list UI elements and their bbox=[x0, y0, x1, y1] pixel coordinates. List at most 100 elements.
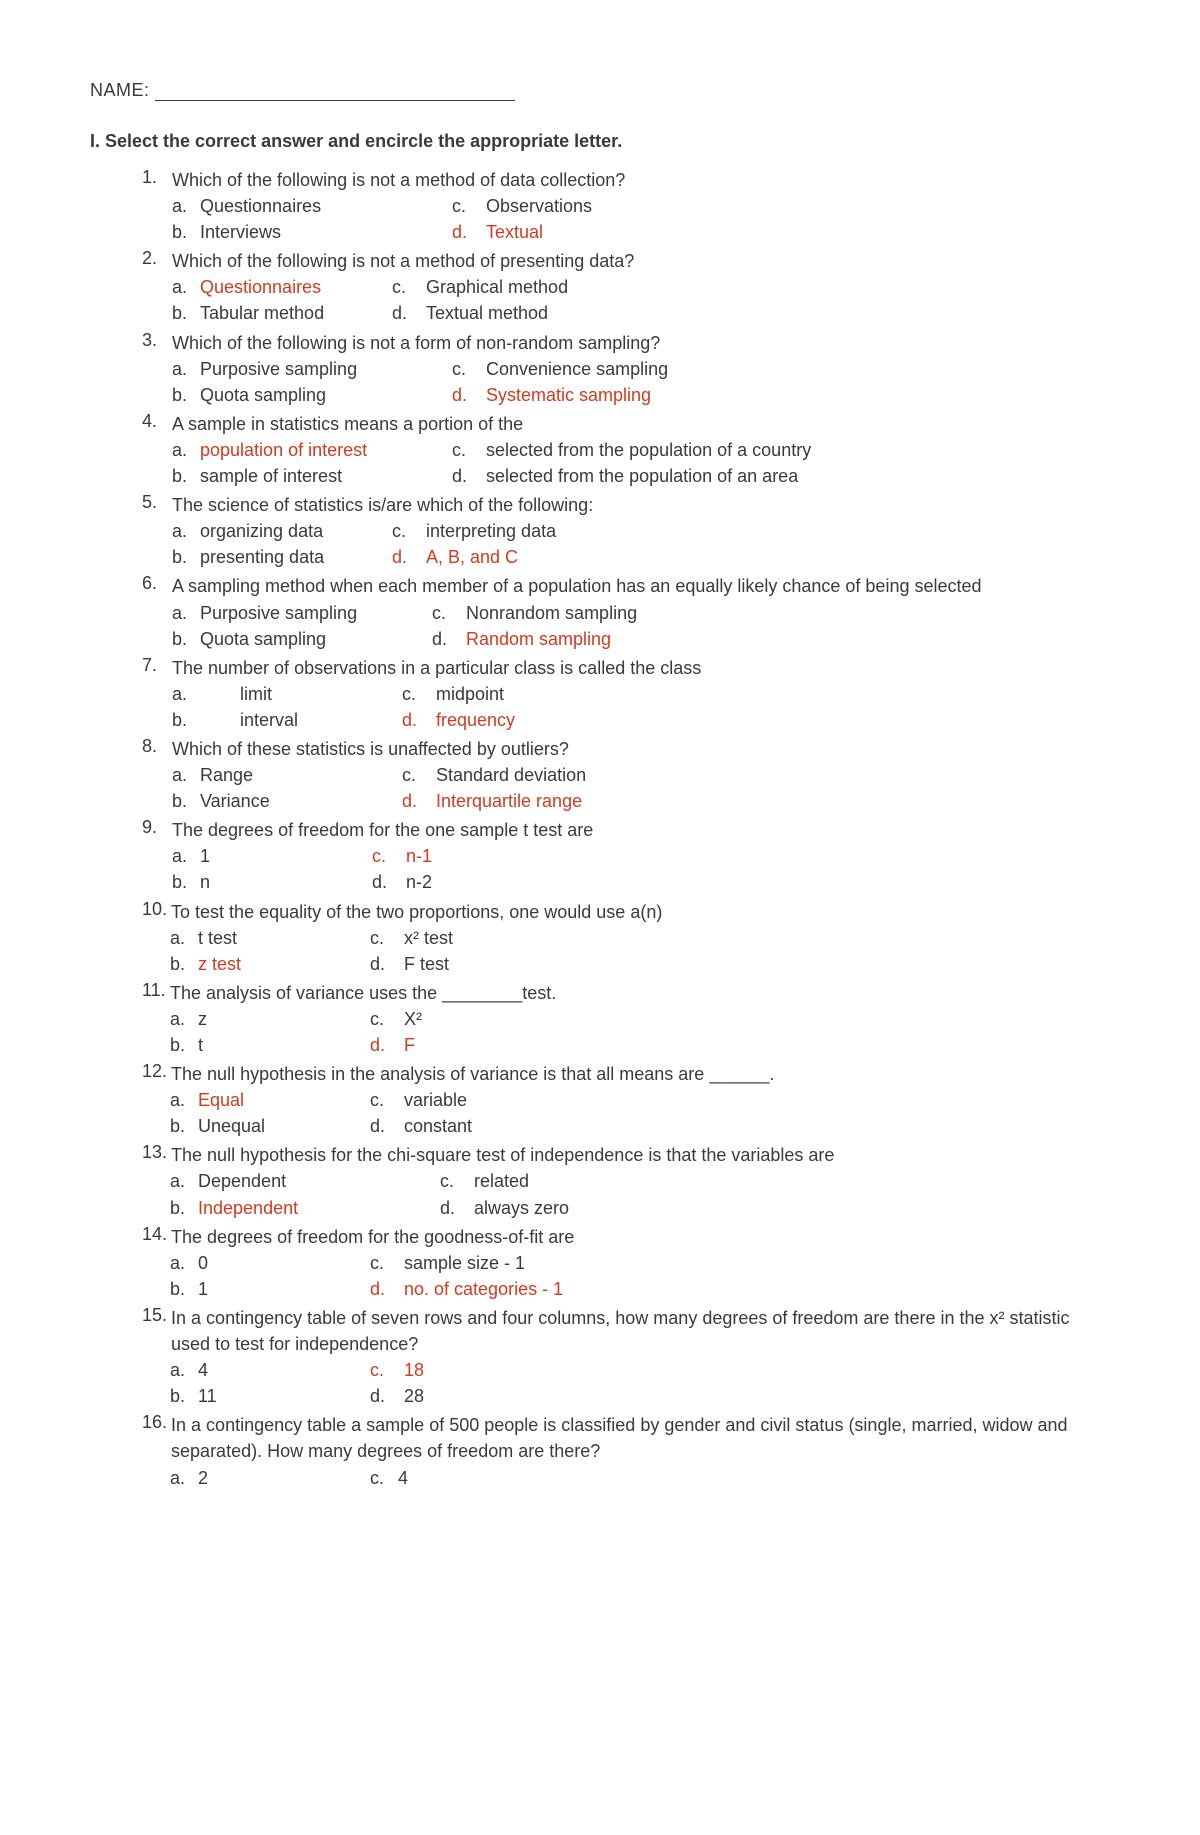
option-text: Purposive sampling bbox=[200, 600, 432, 626]
option-letter: a. bbox=[170, 1357, 198, 1383]
option-letter: d. bbox=[440, 1195, 474, 1221]
option-row: b.1d.no. of categories - 1 bbox=[170, 1276, 1110, 1302]
question-number: 13. bbox=[142, 1142, 171, 1163]
option: d.Systematic sampling bbox=[452, 382, 1110, 408]
option: c.Graphical method bbox=[392, 274, 1110, 300]
option-row: a.1c.n-1 bbox=[172, 843, 1110, 869]
option-letter: a. bbox=[170, 1250, 198, 1276]
option-letter: c. bbox=[370, 1087, 404, 1113]
option: c.4 bbox=[370, 1465, 408, 1491]
option-row: b.Tabular methodd.Textual method bbox=[172, 300, 1110, 326]
option-letter: b. bbox=[170, 1032, 198, 1058]
option-letter: c. bbox=[452, 356, 486, 382]
option: b.Variance bbox=[172, 788, 402, 814]
option-text: 1 bbox=[200, 843, 372, 869]
options: a.Rangec.Standard deviationb.Varianced.I… bbox=[142, 762, 1110, 814]
question-number: 3. bbox=[142, 330, 172, 351]
option-letter: a. bbox=[172, 437, 200, 463]
option-letter: b. bbox=[170, 1276, 198, 1302]
option: b.Quota sampling bbox=[172, 626, 432, 652]
question-text: The degrees of freedom for the one sampl… bbox=[172, 817, 1110, 843]
option-text: A, B, and C bbox=[426, 544, 1110, 570]
option-row: a.Rangec.Standard deviation bbox=[172, 762, 1110, 788]
question-number: 4. bbox=[142, 411, 172, 432]
option-letter: b. bbox=[172, 869, 200, 895]
option-text: variable bbox=[404, 1087, 1110, 1113]
question-line: 8.Which of these statistics is unaffecte… bbox=[142, 736, 1110, 762]
option: a.Questionnaires bbox=[172, 274, 392, 300]
option-letter: b. bbox=[170, 1383, 198, 1409]
option: a.1 bbox=[172, 843, 372, 869]
option-row: a.Purposive samplingc.Nonrandom sampling bbox=[172, 600, 1110, 626]
option: c.Standard deviation bbox=[402, 762, 1110, 788]
option-text: 0 bbox=[198, 1250, 370, 1276]
questions-list: 1.Which of the following is not a method… bbox=[90, 167, 1110, 1491]
option-row: b.td.F bbox=[170, 1032, 1110, 1058]
option-row: a.Questionnairesc.Graphical method bbox=[172, 274, 1110, 300]
option: b.interval bbox=[172, 707, 402, 733]
option-text: sample size - 1 bbox=[404, 1250, 1110, 1276]
options: a.0c.sample size - 1b.1d.no. of categori… bbox=[142, 1250, 1110, 1302]
option-row: a.zc.X² bbox=[170, 1006, 1110, 1032]
option-text: Questionnaires bbox=[200, 274, 392, 300]
option-text: Textual method bbox=[426, 300, 1110, 326]
option-text: Quota sampling bbox=[200, 626, 432, 652]
option: d.28 bbox=[370, 1383, 1110, 1409]
option-text: selected from the population of an area bbox=[486, 463, 1110, 489]
option: d.Interquartile range bbox=[402, 788, 1110, 814]
option-text: 2 bbox=[198, 1465, 370, 1491]
question-line: 11.The analysis of variance uses the ___… bbox=[142, 980, 1110, 1006]
option-letter: b. bbox=[172, 544, 200, 570]
option-letter: c. bbox=[452, 437, 486, 463]
question-line: 4.A sample in statistics means a portion… bbox=[142, 411, 1110, 437]
option-text: population of interest bbox=[200, 437, 452, 463]
option: b.Unequal bbox=[170, 1113, 370, 1139]
option-text: F bbox=[404, 1032, 1110, 1058]
question-line: 9.The degrees of freedom for the one sam… bbox=[142, 817, 1110, 843]
question-text: Which of the following is not a form of … bbox=[172, 330, 1110, 356]
option-row: b.Quota samplingd.Systematic sampling bbox=[172, 382, 1110, 408]
option-text: F test bbox=[404, 951, 1110, 977]
option: a.Purposive sampling bbox=[172, 356, 452, 382]
option-letter: b. bbox=[172, 788, 200, 814]
option-text: no. of categories - 1 bbox=[404, 1276, 1110, 1302]
question: 15.In a contingency table of seven rows … bbox=[142, 1305, 1110, 1409]
option: d.no. of categories - 1 bbox=[370, 1276, 1110, 1302]
option: c.variable bbox=[370, 1087, 1110, 1113]
options: a.4c.18b.11d.28 bbox=[142, 1357, 1110, 1409]
option-row: b.Varianced.Interquartile range bbox=[172, 788, 1110, 814]
option: a.population of interest bbox=[172, 437, 452, 463]
option: d.always zero bbox=[440, 1195, 1110, 1221]
option-letter: c. bbox=[402, 762, 436, 788]
question: 1.Which of the following is not a method… bbox=[142, 167, 1110, 245]
question: 5.The science of statistics is/are which… bbox=[142, 492, 1110, 570]
option-letter: d. bbox=[370, 1032, 404, 1058]
option-letter: a. bbox=[172, 274, 200, 300]
option-row: b.Quota samplingd.Random sampling bbox=[172, 626, 1110, 652]
question-number: 10. bbox=[142, 899, 171, 920]
option-text: Variance bbox=[200, 788, 402, 814]
option-letter: a. bbox=[170, 1465, 198, 1491]
option-text: Tabular method bbox=[200, 300, 392, 326]
option: c.related bbox=[440, 1168, 1110, 1194]
option-letter: c. bbox=[370, 1006, 404, 1032]
options: a.zc.X²b.td.F bbox=[142, 1006, 1110, 1058]
option-letter: b. bbox=[172, 463, 200, 489]
question: 14.The degrees of freedom for the goodne… bbox=[142, 1224, 1110, 1302]
option-text: Dependent bbox=[198, 1168, 440, 1194]
question-text: Which of these statistics is unaffected … bbox=[172, 736, 1110, 762]
option-text: n bbox=[200, 869, 372, 895]
option: a.limit bbox=[172, 681, 402, 707]
option-text: Equal bbox=[198, 1087, 370, 1113]
option: a.Range bbox=[172, 762, 402, 788]
option: b.presenting data bbox=[172, 544, 392, 570]
option-row: a.limitc.midpoint bbox=[172, 681, 1110, 707]
option-letter: b. bbox=[170, 1195, 198, 1221]
option-text: Graphical method bbox=[426, 274, 1110, 300]
option-letter: d. bbox=[452, 463, 486, 489]
option: d.A, B, and C bbox=[392, 544, 1110, 570]
option-row: b.Interviewsd.Textual bbox=[172, 219, 1110, 245]
option-text: 28 bbox=[404, 1383, 1110, 1409]
option-text: midpoint bbox=[436, 681, 1110, 707]
question-text: A sampling method when each member of a … bbox=[172, 573, 1110, 599]
